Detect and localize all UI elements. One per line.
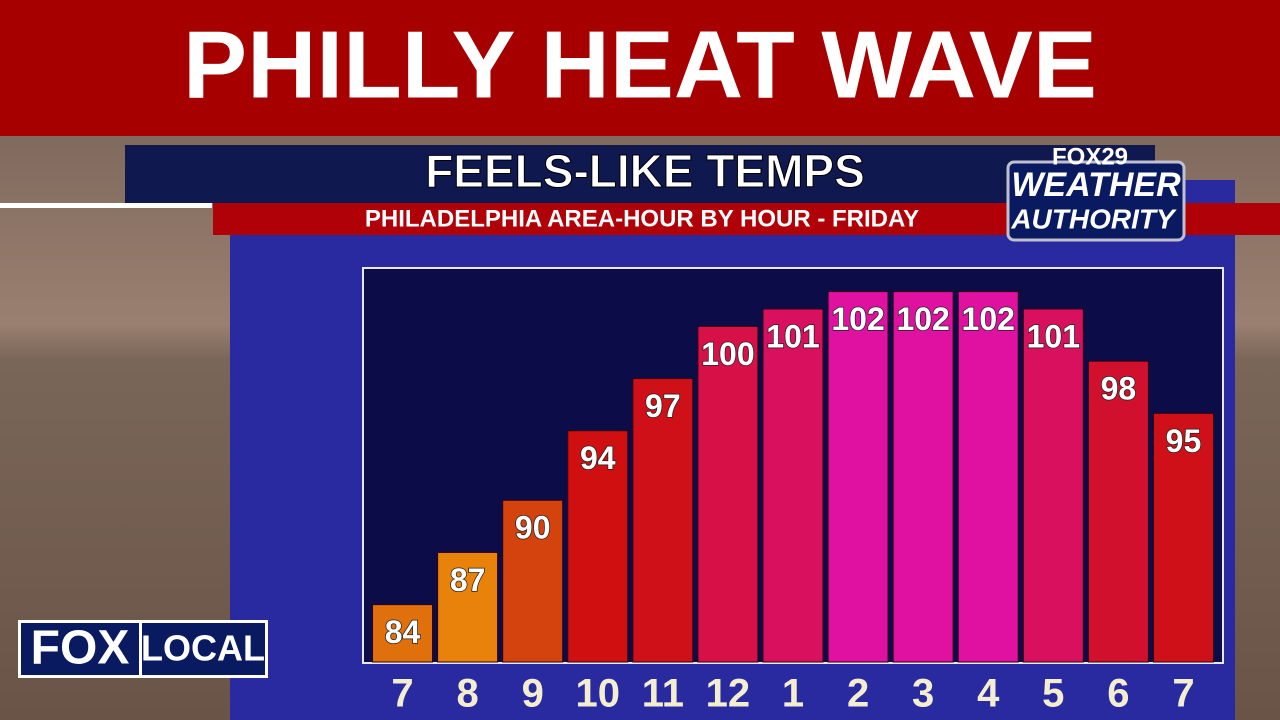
accent-line <box>0 203 212 208</box>
value-label: 90 <box>515 510 551 546</box>
corner-logo-right <box>142 623 265 675</box>
logo-authority: AUTHORITY <box>1010 203 1177 234</box>
bar <box>437 551 499 663</box>
corner-logo-left <box>21 623 139 675</box>
x-tick-label: 7 <box>391 672 413 716</box>
x-tick-label: 1 <box>782 672 804 716</box>
x-tick-label: 12 <box>706 672 751 716</box>
value-label: 102 <box>831 301 884 337</box>
chart-subtitle: PHILADELPHIA AREA-HOUR BY HOUR - FRIDAY <box>365 205 919 232</box>
x-tick-label: 7 <box>1172 672 1194 716</box>
bar <box>892 291 954 663</box>
bar <box>1022 308 1084 663</box>
weather-logo: FOX29 WEATHER AUTHORITY <box>1006 143 1186 242</box>
bar <box>632 378 694 663</box>
bar <box>827 291 889 663</box>
value-label: 87 <box>450 562 486 598</box>
value-label: 102 <box>962 301 1015 337</box>
bar <box>762 308 824 663</box>
x-tick-label: 6 <box>1107 672 1129 716</box>
value-label: 101 <box>766 318 819 354</box>
logo-weather: WEATHER <box>1011 166 1181 204</box>
logo-station: FOX29 <box>1052 143 1128 170</box>
bar <box>697 325 759 663</box>
chart-title: FEELS-LIKE TEMPS <box>425 145 865 197</box>
banner-title: PHILLY HEAT WAVE <box>183 11 1097 118</box>
x-tick-label: 3 <box>912 672 934 716</box>
value-label: 94 <box>580 440 616 476</box>
value-label: 102 <box>896 301 949 337</box>
bar <box>957 291 1019 663</box>
bar <box>567 430 629 663</box>
x-tick-label: 9 <box>522 672 544 716</box>
bar <box>1152 412 1214 663</box>
corner-logo: FOX LOCAL <box>18 620 268 678</box>
x-tick-label: 4 <box>977 672 1000 716</box>
value-label: 84 <box>385 614 421 650</box>
title-bar <box>125 145 1155 203</box>
corner-logo-fox: FOX <box>31 622 130 675</box>
value-label: 101 <box>1027 318 1080 354</box>
bar <box>372 604 434 663</box>
x-tick-label: 2 <box>847 672 869 716</box>
value-label: 100 <box>701 336 754 372</box>
x-tick-label: 8 <box>456 672 478 716</box>
value-label: 98 <box>1101 371 1137 407</box>
value-label: 95 <box>1166 423 1202 459</box>
x-tick-label: 11 <box>642 672 684 716</box>
x-tick-label: 5 <box>1042 672 1064 716</box>
corner-logo-local: LOCAL <box>141 628 265 669</box>
x-tick-label: 10 <box>576 672 621 716</box>
top-banner <box>0 0 1280 136</box>
bar <box>502 499 564 663</box>
bar <box>1087 360 1149 663</box>
logo-box <box>1006 160 1186 242</box>
value-label: 97 <box>645 388 681 424</box>
